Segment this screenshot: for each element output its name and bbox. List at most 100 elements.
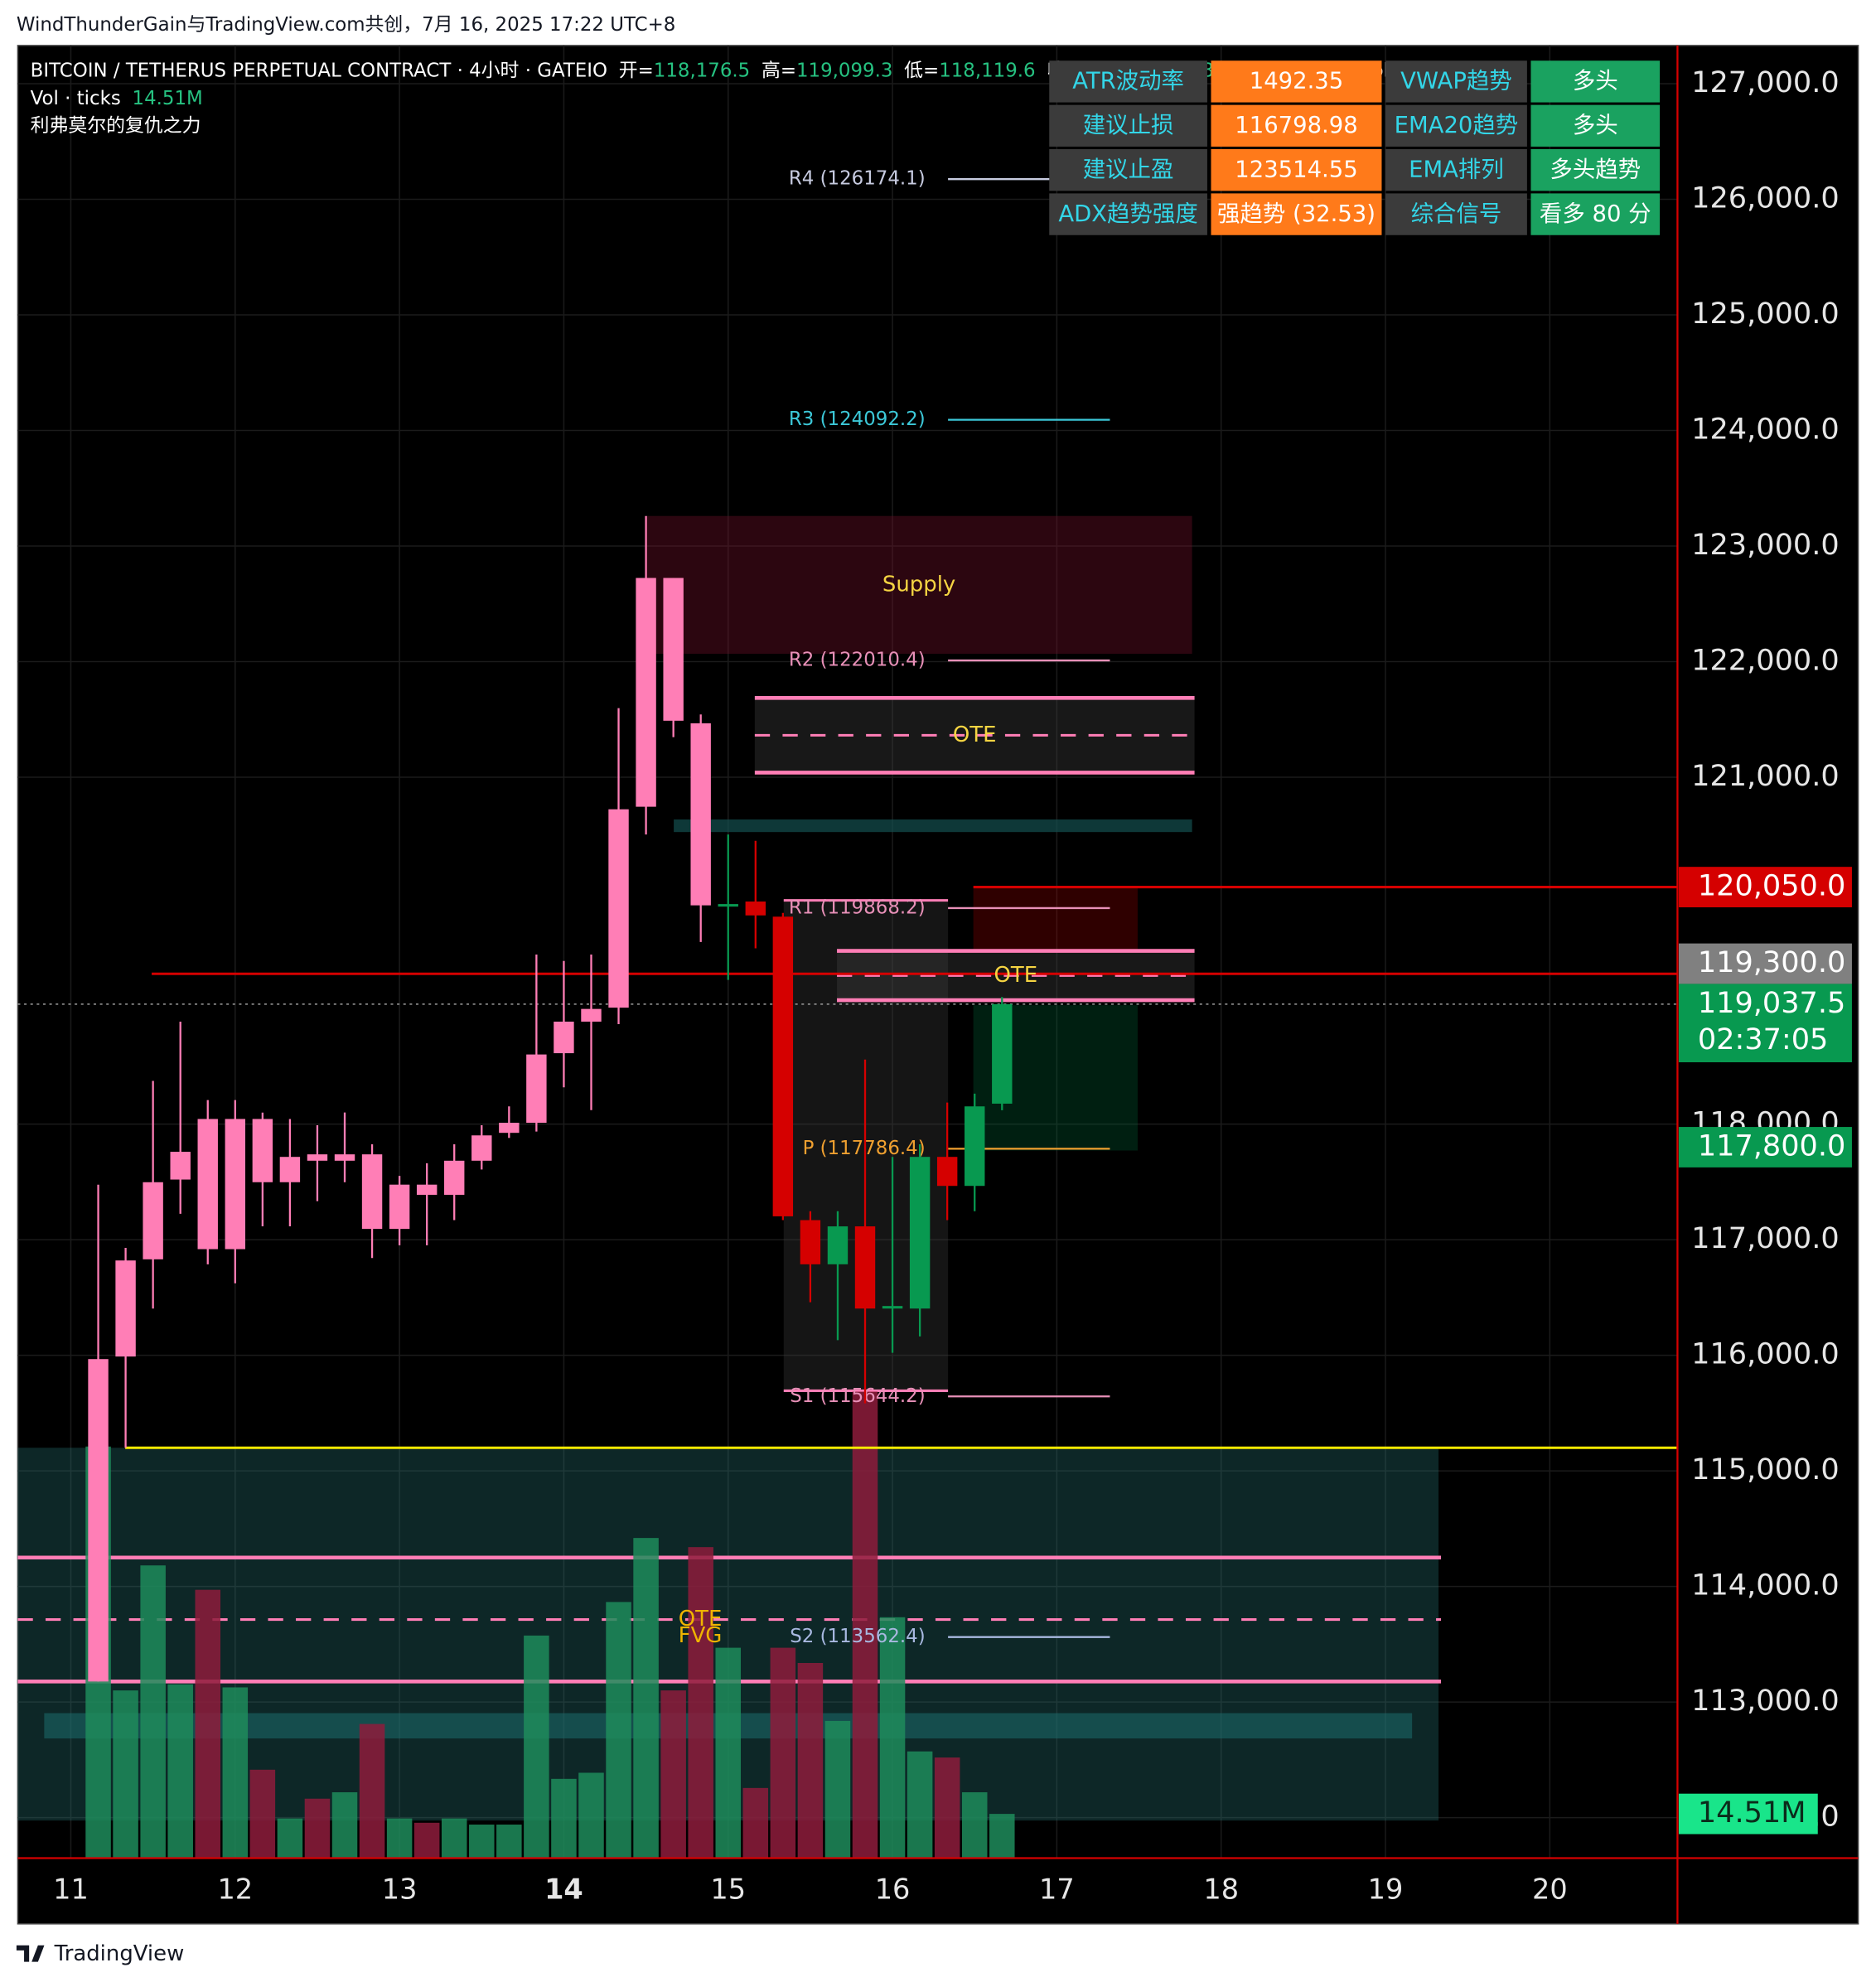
volume-bar <box>660 1690 686 1859</box>
volume-bar <box>688 1547 713 1859</box>
volume-bar <box>606 1602 631 1859</box>
candle-body <box>416 1184 438 1195</box>
zone <box>973 887 1138 951</box>
logo <box>16 1945 45 1962</box>
table-cell <box>1385 149 1527 191</box>
volume-bar <box>304 1798 331 1859</box>
x-tick-label: 11 <box>53 1873 89 1906</box>
table-text: EMA排列 <box>1409 157 1504 182</box>
candle-body <box>772 916 794 1216</box>
level-label: R2 (122010.4) <box>789 650 926 671</box>
y-tick-label: 126,000.0 <box>1691 181 1840 215</box>
table-text: 强趋势 (32.53) <box>1217 201 1376 227</box>
table-cell <box>1211 60 1382 103</box>
candle-body <box>471 1135 492 1161</box>
candle-body <box>909 1157 931 1309</box>
zone-label: OTE <box>953 723 997 747</box>
table-text: 116798.98 <box>1235 113 1357 138</box>
volume-bar <box>633 1538 659 1859</box>
level-label: S2 (113562.4) <box>790 1626 925 1647</box>
y-tick-label: 125,000.0 <box>1691 297 1840 331</box>
volume-label: 14.51M <box>1698 1796 1806 1830</box>
y-tick-label: 116,000.0 <box>1691 1337 1840 1371</box>
volume-bar <box>222 1687 249 1859</box>
level-label: R3 (124092.2) <box>789 408 926 430</box>
volume-bar <box>879 1617 906 1859</box>
candle-body <box>143 1182 163 1259</box>
volume-bar <box>140 1565 166 1859</box>
table-cell <box>1049 193 1207 235</box>
candle-body <box>608 809 629 1008</box>
x-tick-label: 16 <box>875 1873 911 1906</box>
candle-body <box>170 1152 191 1180</box>
x-tick-label: 13 <box>382 1873 418 1906</box>
table-text: 多头 <box>1573 69 1618 94</box>
volume-bar <box>167 1684 193 1859</box>
table-cell <box>1385 104 1527 147</box>
candle-body <box>854 1226 876 1309</box>
x-tick-label: 18 <box>1203 1873 1239 1906</box>
table-text: 多头 <box>1573 113 1618 138</box>
volume-bar <box>852 1391 878 1859</box>
candle-body <box>361 1154 383 1230</box>
level-label: R4 (126174.1) <box>789 168 926 190</box>
candle-body <box>499 1123 520 1134</box>
table-cell <box>1049 60 1207 103</box>
table-text: 多头趋势 <box>1550 157 1641 182</box>
candle-body <box>554 1021 574 1054</box>
volume-label-box <box>1678 1793 1818 1835</box>
volume-bar <box>496 1825 522 1859</box>
price-label: 119,300.0 <box>1698 945 1846 979</box>
candle-body <box>690 723 711 906</box>
table-cell <box>1211 193 1382 235</box>
y-tick-label: 124,000.0 <box>1691 413 1840 447</box>
table-cell <box>1530 60 1661 103</box>
volume-bar <box>249 1769 276 1859</box>
table-cell <box>1530 149 1661 191</box>
credit: WindThunderGain与TradingView.com共创，7月 16,… <box>17 14 675 36</box>
volume-bar <box>742 1787 769 1859</box>
candle-body <box>88 1359 109 1682</box>
candle-body <box>992 1003 1013 1104</box>
volume-bar <box>359 1723 385 1859</box>
candle-body <box>389 1184 410 1230</box>
legend-value: 118,119.6 <box>939 60 1035 81</box>
x-tick-label: 12 <box>217 1873 253 1906</box>
legend-key: 开= <box>619 60 654 81</box>
x-tick-label: 19 <box>1368 1873 1404 1906</box>
price-label-sub: 02:37:05 <box>1698 1022 1829 1056</box>
volume-bar <box>441 1818 467 1859</box>
candle-body <box>882 1306 903 1309</box>
indicator-value: 14.51M <box>133 87 203 109</box>
y-tick-label: 127,000.0 <box>1691 65 1840 99</box>
candle-body <box>581 1008 602 1022</box>
study-name: 利弗莫尔的复仇之力 <box>31 115 201 137</box>
candle-body <box>800 1220 821 1264</box>
volume-bar <box>331 1792 358 1859</box>
candle-body <box>334 1154 355 1161</box>
level-label: R1 (119868.2) <box>789 897 926 918</box>
candle-body <box>197 1119 218 1250</box>
candle-body <box>718 904 738 907</box>
table-text: VWAP趋势 <box>1400 69 1512 94</box>
legend-value: 118,176.5 <box>654 60 750 81</box>
volume-bar <box>551 1778 577 1859</box>
zone <box>645 515 1192 655</box>
footer-brand: TradingView <box>54 1941 185 1966</box>
table-text: 1492.35 <box>1250 69 1343 94</box>
table-text: 123514.55 <box>1235 157 1357 182</box>
price-label-box <box>1678 1127 1852 1167</box>
table-cell <box>1385 193 1527 235</box>
legend-value: 119,099.3 <box>796 60 892 81</box>
volume-bar <box>578 1772 604 1859</box>
x-tick-label: 15 <box>710 1873 746 1906</box>
table-cell <box>1049 104 1207 147</box>
candle-body <box>279 1157 301 1182</box>
legend-title: BITCOIN / TETHERUS PERPETUAL CONTRACT · … <box>31 60 607 81</box>
footer: TradingView <box>16 1941 185 1966</box>
level-label: S1 (115644.2) <box>790 1385 925 1407</box>
zone-label: OTE <box>994 963 1037 988</box>
y-tick-label: 114,000.0 <box>1691 1569 1840 1603</box>
volume-bar <box>961 1792 988 1859</box>
